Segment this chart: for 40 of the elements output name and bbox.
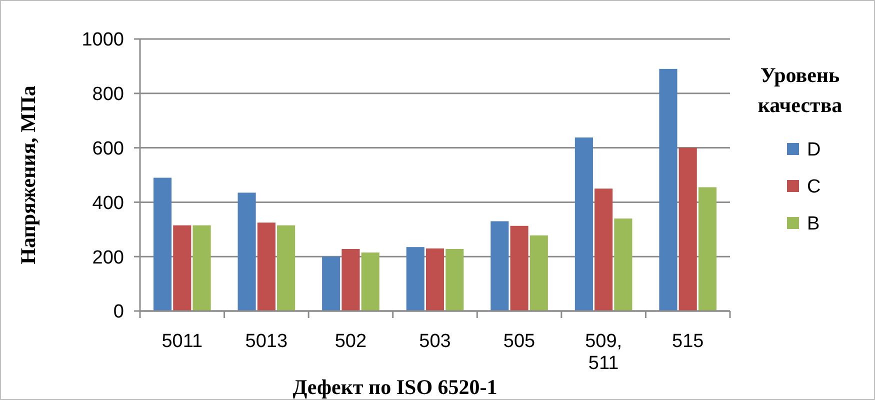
- y-tick-label: 400: [92, 192, 124, 214]
- bar: [698, 187, 717, 311]
- y-tick-label: 800: [92, 84, 124, 106]
- bar: [238, 192, 256, 311]
- bar: [406, 247, 424, 311]
- bar: [510, 226, 528, 311]
- bar: [277, 225, 296, 311]
- y-tick-label: 1000: [82, 30, 124, 51]
- x-tick-label: 5013: [245, 331, 288, 352]
- bar: [614, 218, 632, 311]
- y-tick-label: 200: [92, 247, 124, 268]
- bar: [659, 68, 678, 311]
- x-tick-label: 5011: [162, 331, 203, 352]
- bar: [257, 222, 276, 311]
- legend-label: B: [807, 214, 820, 235]
- bar: [574, 137, 593, 311]
- x-axis-title: Дефект по ISO 6520-1: [292, 375, 498, 399]
- legend-label: D: [807, 140, 821, 161]
- bar: [446, 248, 464, 311]
- bar: [322, 256, 340, 311]
- bar: [153, 178, 172, 311]
- bar: [173, 225, 192, 311]
- y-tick-label: 600: [92, 138, 124, 160]
- y-tick-label: 0: [113, 302, 124, 323]
- bar: [361, 252, 380, 311]
- x-tick-label: 505: [503, 331, 536, 352]
- bar: [530, 235, 548, 311]
- y-axis-title: Напряжения, МПа: [16, 85, 40, 264]
- x-tick-label: 515: [672, 331, 704, 352]
- x-tick-label: 503: [419, 331, 451, 352]
- x-tick-label: 509, 511: [585, 331, 622, 374]
- x-tick-label: 502: [334, 331, 367, 352]
- bar: [490, 221, 509, 311]
- legend-label: C: [807, 176, 821, 198]
- legend-title: Уровень качества: [758, 63, 843, 117]
- bar: [594, 188, 613, 311]
- bar: [342, 248, 360, 311]
- bar: [192, 225, 211, 311]
- bar: [678, 148, 697, 311]
- bar: [426, 248, 444, 311]
